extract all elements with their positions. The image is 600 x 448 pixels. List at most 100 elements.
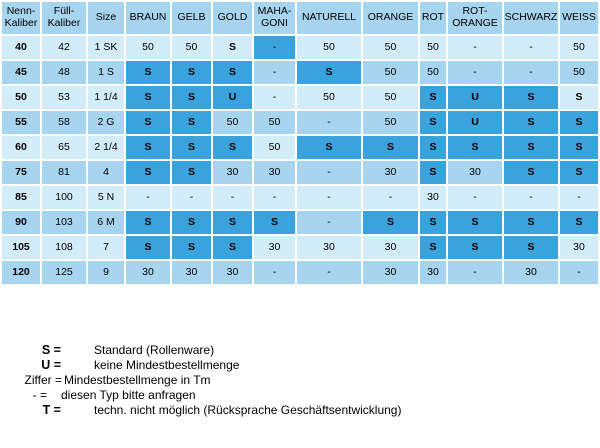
header-rot: ROT	[420, 2, 446, 34]
value-cell: 30	[448, 161, 502, 184]
header-fuellkaliber: Füll- Kaliber	[42, 2, 86, 34]
value-cell: -	[504, 186, 558, 209]
value-cell: S	[420, 86, 446, 109]
value-cell: S	[254, 211, 295, 234]
value-cell: 30	[363, 236, 418, 259]
value-cell: 50	[363, 86, 418, 109]
header-braun: BRAUN	[126, 2, 170, 34]
value-cell: 50	[297, 86, 361, 109]
nennkaliber-cell: 40	[2, 36, 40, 59]
value-cell: 50	[126, 36, 170, 59]
value-cell: -	[254, 261, 295, 284]
nennkaliber-cell: 55	[2, 111, 40, 134]
header-label: GOLD	[217, 11, 248, 24]
size-cell: 5 N	[88, 186, 124, 209]
size-cell: 1 1/4	[88, 86, 124, 109]
value-cell: S	[172, 236, 211, 259]
value-cell: S	[126, 236, 170, 259]
legend-description: Mindestbestellmenge in Tm	[64, 373, 211, 387]
header-label: Size	[95, 11, 117, 24]
value-cell: 30	[363, 161, 418, 184]
fuellkaliber-cell: 65	[42, 136, 86, 159]
header-label: GELB	[177, 11, 206, 24]
value-cell: S	[420, 211, 446, 234]
legend-key: T =	[42, 403, 61, 417]
value-cell: -	[504, 36, 558, 59]
nennkaliber-cell: 105	[2, 236, 40, 259]
legend-description: techn. nicht möglich (Rücksprache Geschä…	[94, 403, 402, 417]
header-mahagoni: MAHA- GONI	[254, 2, 295, 34]
value-cell: 50	[172, 36, 211, 59]
value-cell: -	[448, 36, 502, 59]
value-cell: S	[504, 211, 558, 234]
legend-key: U =	[41, 358, 61, 372]
value-cell: S	[504, 161, 558, 184]
value-cell: -	[363, 186, 418, 209]
value-cell: S	[504, 111, 558, 134]
value-cell: 30	[504, 261, 558, 284]
value-cell: S	[504, 86, 558, 109]
value-cell: S	[448, 136, 502, 159]
table-row: 50 53 1 1/4 S S U -50 50 S U S S	[2, 86, 598, 109]
value-cell: U	[213, 86, 252, 109]
value-cell: S	[560, 211, 598, 234]
fuellkaliber-cell: 100	[42, 186, 86, 209]
nennkaliber-cell: 85	[2, 186, 40, 209]
value-cell: 50	[254, 111, 295, 134]
value-cell: S	[420, 236, 446, 259]
table-row: 55 58 2 G S S 50 50-50 S U S S	[2, 111, 598, 134]
table-row: 75 81 4 S S 30 30-30 S 30 S S	[2, 161, 598, 184]
table-row: 105 108 7 S S S 30 30 30 S S S 30	[2, 236, 598, 259]
value-cell: -	[448, 261, 502, 284]
value-cell: 50	[560, 36, 598, 59]
value-cell: 30	[126, 261, 170, 284]
value-cell: U	[448, 111, 502, 134]
value-cell: S	[213, 36, 252, 59]
legend-item-standard: S = Standard (Rollenware)	[14, 343, 401, 358]
fuellkaliber-cell: 53	[42, 86, 86, 109]
value-cell: 30	[213, 161, 252, 184]
header-label: SCHWARZ	[504, 11, 558, 24]
value-cell: 30	[172, 261, 211, 284]
header-label: BRAUN	[129, 11, 167, 24]
value-cell: S	[126, 136, 170, 159]
value-cell: S	[172, 111, 211, 134]
size-cell: 7	[88, 236, 124, 259]
legend-description: keine Mindestbestellmenge	[94, 358, 240, 372]
fuellkaliber-cell: 42	[42, 36, 86, 59]
header-label: Kaliber	[4, 17, 38, 29]
value-cell: -	[254, 36, 295, 59]
value-cell: S	[297, 61, 361, 84]
size-cell: 1 S	[88, 61, 124, 84]
value-cell: S	[420, 161, 446, 184]
legend-item-digit: Ziffer = Mindestbestellmenge in Tm	[14, 373, 401, 388]
header-naturell: NATURELL	[297, 2, 361, 34]
size-cell: 2 G	[88, 111, 124, 134]
value-cell: S	[420, 136, 446, 159]
value-cell: 30	[213, 261, 252, 284]
table-row: 85 100 5 N - - - - - -30- - -	[2, 186, 598, 209]
value-cell: S	[213, 136, 252, 159]
value-cell: -	[448, 186, 502, 209]
value-cell: S	[126, 161, 170, 184]
value-cell: 50	[420, 36, 446, 59]
header-schwarz: SCHWARZ	[504, 2, 558, 34]
header-label: GONI	[261, 17, 288, 29]
value-cell: 30	[363, 261, 418, 284]
header-gold: GOLD	[213, 2, 252, 34]
header-orange: ORANGE	[363, 2, 418, 34]
value-cell: S	[172, 136, 211, 159]
size-cell: 4	[88, 161, 124, 184]
value-cell: -	[297, 186, 361, 209]
header-label: ORANGE	[452, 17, 498, 29]
value-cell: S	[172, 61, 211, 84]
header-label: WEISS	[562, 11, 596, 24]
value-cell: S	[126, 111, 170, 134]
value-cell: S	[560, 111, 598, 134]
value-cell: 50	[254, 136, 295, 159]
value-cell: S	[560, 136, 598, 159]
value-cell: 50	[420, 61, 446, 84]
value-cell: 30	[254, 236, 295, 259]
value-cell: 30	[297, 236, 361, 259]
value-cell: -	[504, 61, 558, 84]
